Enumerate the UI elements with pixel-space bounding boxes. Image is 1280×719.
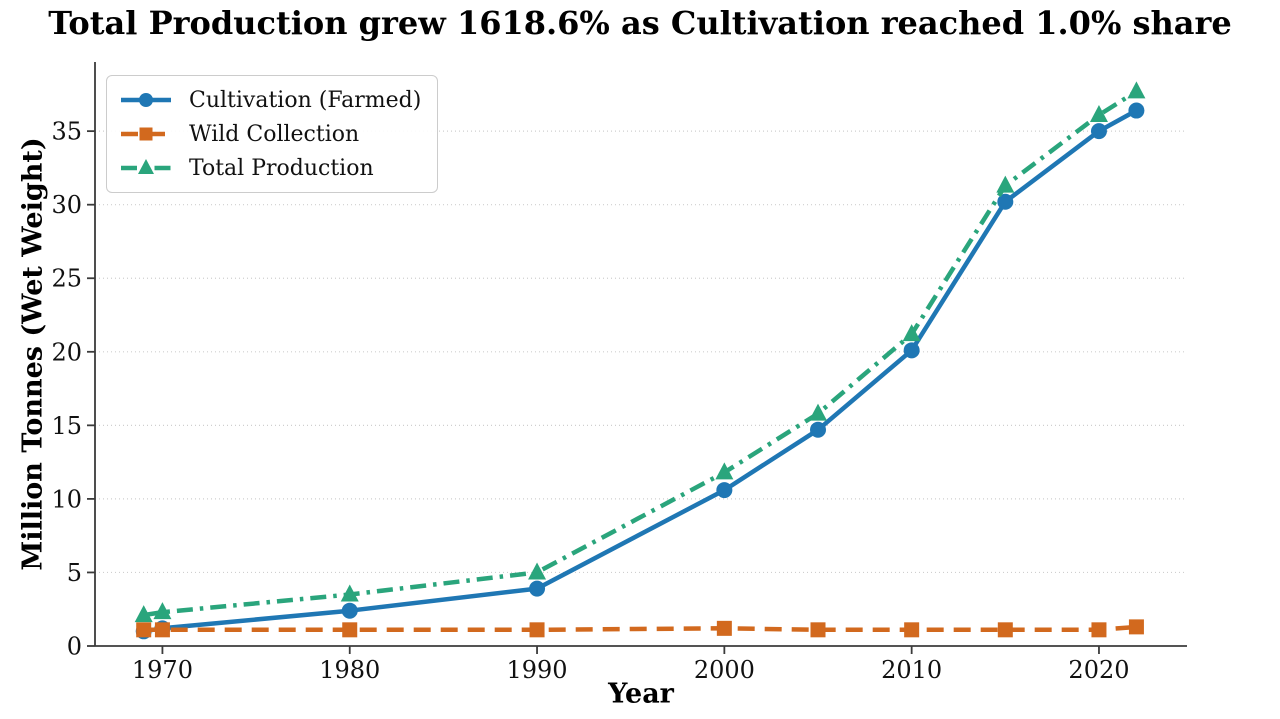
data-point-circle xyxy=(1090,123,1107,140)
legend-swatch-triangle-icon xyxy=(121,159,171,174)
x-tick-label: 1990 xyxy=(507,656,568,684)
series-line-wild-collection xyxy=(143,624,1137,633)
legend-label: Cultivation (Farmed) xyxy=(189,87,422,113)
series-wild-collection xyxy=(136,619,1144,638)
data-point-square xyxy=(716,620,732,636)
data-point-triangle xyxy=(528,562,547,580)
data-point-square xyxy=(529,622,545,638)
y-tick-label: 25 xyxy=(51,265,82,293)
data-point-triangle xyxy=(340,584,359,602)
x-tick-label: 1980 xyxy=(319,656,380,684)
y-tick-label: 10 xyxy=(51,485,82,513)
data-point-square xyxy=(154,622,170,638)
data-point-triangle xyxy=(138,159,154,174)
series-total-production xyxy=(134,81,1146,623)
series-line-cultivation-farmed xyxy=(143,108,1138,634)
data-point-triangle xyxy=(1089,104,1108,122)
data-point-circle xyxy=(997,193,1014,210)
legend-item-cultivation-farmed: Cultivation (Farmed) xyxy=(119,83,425,117)
data-point-triangle xyxy=(153,602,172,620)
data-point-triangle xyxy=(134,605,153,623)
data-point-triangle xyxy=(715,462,734,480)
legend-label: Wild Collection xyxy=(189,121,360,147)
x-tick-label: 2000 xyxy=(694,656,755,684)
x-tick-label: 1970 xyxy=(132,656,193,684)
x-tick-label: 2010 xyxy=(881,656,942,684)
legend-swatch-circle-icon xyxy=(121,93,171,107)
data-point-circle xyxy=(529,580,546,597)
x-axis-label: Year xyxy=(608,678,674,710)
data-point-triangle xyxy=(996,175,1015,193)
data-point-circle xyxy=(810,421,827,438)
y-tick-label: 35 xyxy=(51,118,82,146)
data-point-square xyxy=(1128,619,1144,635)
series-line-total-production xyxy=(143,89,1138,618)
data-point-square xyxy=(139,127,153,141)
data-point-circle xyxy=(139,93,153,107)
data-point-triangle xyxy=(809,403,828,421)
y-tick-label: 20 xyxy=(51,338,82,366)
data-point-square xyxy=(997,622,1013,638)
data-point-triangle xyxy=(1127,81,1146,99)
legend: Cultivation (Farmed) Wild Collection Total… xyxy=(106,75,438,193)
data-point-circle xyxy=(341,602,358,619)
data-point-circle xyxy=(716,482,733,499)
data-point-circle xyxy=(1128,102,1145,119)
data-point-circle xyxy=(903,342,920,359)
legend-label: Total Production xyxy=(189,155,374,181)
y-tick-label: 5 xyxy=(67,559,82,587)
data-point-square xyxy=(1091,622,1107,638)
x-tick-label: 2020 xyxy=(1068,656,1129,684)
y-tick-label: 30 xyxy=(51,191,82,219)
legend-swatch-square-icon xyxy=(121,127,171,141)
data-point-square xyxy=(810,622,826,638)
legend-item-wild-collection: Wild Collection xyxy=(119,117,425,151)
data-point-square xyxy=(904,622,920,638)
data-point-square xyxy=(136,622,152,638)
y-tick-label: 0 xyxy=(67,633,82,661)
data-point-square xyxy=(342,622,358,638)
data-point-triangle xyxy=(902,324,921,342)
y-tick-label: 15 xyxy=(51,412,82,440)
legend-item-total-production: Total Production xyxy=(119,151,425,185)
chart-title: Total Production grew 1618.6% as Cultiva… xyxy=(48,4,1232,42)
